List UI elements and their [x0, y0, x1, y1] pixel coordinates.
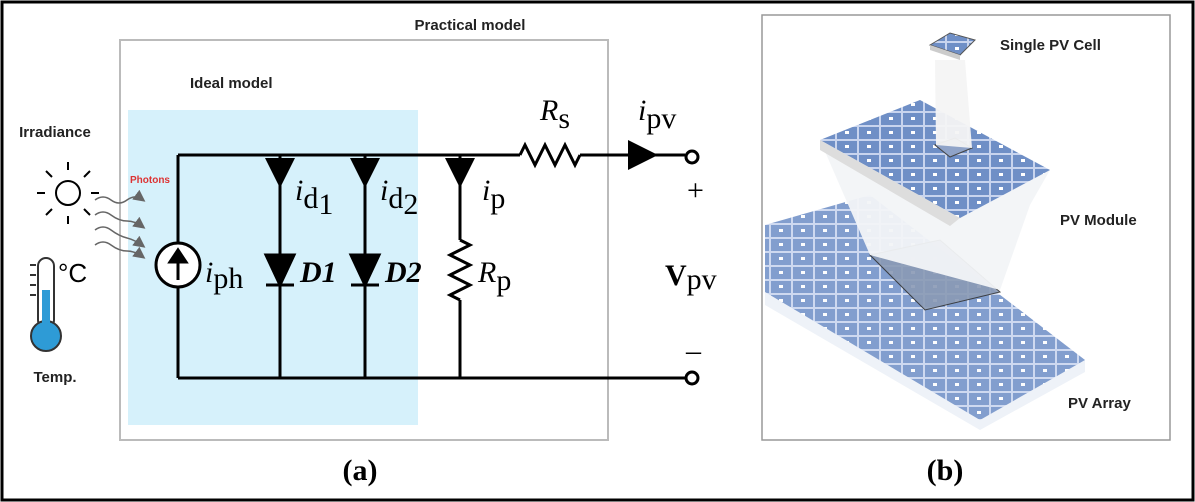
shunt-resistor: [446, 238, 474, 302]
module-label: PV Module: [1060, 212, 1137, 229]
sub-subscript: 2: [403, 188, 418, 221]
series-resistor: [518, 141, 582, 169]
subscript: ph: [213, 262, 243, 295]
sun-icon: [37, 162, 99, 224]
symbol: i: [482, 174, 490, 207]
output-current-label: ipv: [638, 94, 676, 135]
subscript: pv: [687, 263, 717, 296]
temperature-unit: °C: [58, 258, 87, 288]
symbol: R: [477, 256, 496, 289]
photo-current-label: iph: [205, 256, 243, 295]
diode-current-2-label: id2: [380, 174, 418, 221]
plus-sign: +: [687, 174, 704, 207]
subscript: pv: [646, 102, 676, 135]
sub-subscript: 1: [318, 188, 333, 221]
shunt-resistor-label: Rp: [477, 256, 511, 297]
symbol: i: [295, 174, 303, 207]
symbol: i: [380, 174, 388, 207]
irradiance-label: Irradiance: [19, 124, 91, 141]
practical-label: Practical model: [415, 17, 526, 34]
subscript: d: [388, 182, 403, 215]
output-voltage-label: Vpv: [665, 259, 717, 296]
array-label: PV Array: [1068, 395, 1131, 412]
series-resistor-label: Rs: [539, 94, 570, 135]
symbol: V: [665, 259, 687, 292]
subscript: d: [303, 182, 318, 215]
subscript: s: [558, 102, 570, 135]
subscript: p: [496, 264, 511, 297]
circuit-wires: [154, 140, 700, 386]
symbol: i: [638, 94, 646, 127]
caption-b: (b): [927, 454, 964, 487]
shunt-current-label: ip: [482, 174, 505, 215]
symbol: i: [205, 256, 213, 289]
photon-waves: [94, 189, 146, 259]
diode-1-label: D1: [299, 256, 337, 289]
subscript: p: [490, 182, 505, 215]
caption-a: (a): [343, 454, 378, 487]
thermometer-icon: [30, 257, 62, 352]
diode-current-1-label: id1: [295, 174, 333, 221]
pv-illustration: [765, 32, 1085, 430]
temperature-label: Temp.: [33, 369, 76, 386]
ideal-label: Ideal model: [190, 75, 273, 92]
photons-label: Photons: [130, 175, 170, 186]
diode-2-label: D2: [384, 256, 422, 289]
practical-box: [119, 39, 609, 441]
cell-label: Single PV Cell: [1000, 37, 1101, 54]
panel-b-box: [761, 14, 1171, 441]
symbol: R: [539, 94, 558, 127]
minus-sign: –: [685, 334, 702, 367]
